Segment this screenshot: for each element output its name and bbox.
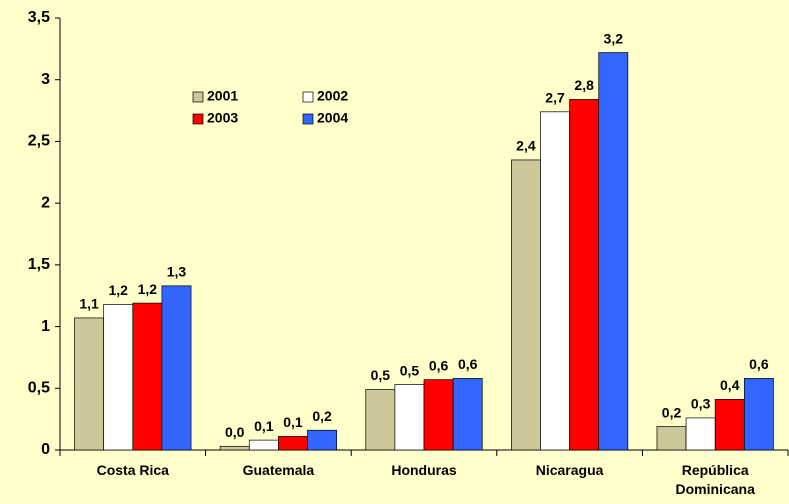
data-label: 3,2 (604, 30, 624, 46)
legend-swatch (192, 91, 204, 103)
data-label: 0,4 (720, 377, 740, 393)
data-label: 2,8 (574, 77, 594, 93)
legend-label: 2002 (317, 88, 348, 104)
y-tick-label: 1 (41, 318, 50, 335)
bar (132, 302, 163, 451)
bar (714, 399, 745, 451)
bar (569, 99, 600, 451)
data-label: 0,6 (429, 357, 449, 373)
legend-label: 2004 (317, 110, 348, 126)
data-label: 0,6 (749, 356, 769, 372)
y-tick-label: 1,5 (28, 256, 50, 273)
bar (248, 439, 279, 451)
bar (452, 378, 483, 451)
y-tick-label: 2,5 (28, 133, 50, 150)
data-label: 1,2 (138, 281, 158, 297)
bar (540, 111, 570, 451)
y-tick-label: 2 (41, 194, 50, 211)
y-tick-label: 0,5 (28, 380, 50, 397)
data-label: 2,4 (516, 138, 536, 154)
bar (685, 417, 716, 451)
x-tick-label: Nicaragua (535, 462, 604, 478)
bar (598, 52, 629, 451)
bar (307, 429, 337, 451)
legend-swatch (302, 91, 314, 103)
bar (394, 384, 425, 451)
legend-label: 2001 (207, 88, 238, 104)
y-tick-label: 3,5 (28, 9, 50, 26)
data-label: 0,1 (254, 418, 274, 434)
bar (161, 285, 192, 451)
legend-swatch (302, 113, 314, 125)
x-tick-label: Costa Rica (96, 462, 169, 478)
bar (743, 378, 774, 451)
bar (511, 159, 541, 451)
data-label: 0,2 (662, 404, 682, 420)
data-label: 0,5 (371, 367, 391, 383)
x-tick-label: Honduras (391, 462, 457, 478)
bar (365, 389, 396, 451)
y-tick-label: 0 (41, 441, 50, 458)
data-label: 1,1 (79, 296, 99, 312)
data-label: 0,1 (283, 414, 303, 430)
data-label: 0,0 (225, 424, 245, 440)
y-tick-label: 3 (41, 71, 50, 88)
data-label: 2,7 (545, 90, 565, 106)
data-label: 1,3 (167, 264, 187, 280)
bar (219, 445, 250, 451)
bar (656, 426, 687, 451)
data-label: 0,2 (312, 408, 332, 424)
legend-label: 2003 (207, 110, 238, 126)
data-label: 0,6 (458, 356, 478, 372)
bar (103, 304, 134, 451)
legend-swatch (192, 113, 204, 125)
data-label: 0,3 (691, 396, 711, 412)
bar (423, 379, 454, 451)
data-label: 1,2 (109, 282, 129, 298)
data-label: 0,5 (400, 362, 420, 378)
bar (278, 436, 308, 451)
bar (74, 317, 105, 451)
x-tick-label: Guatemala (242, 462, 315, 478)
x-tick-label: República Dominicana (675, 462, 755, 497)
